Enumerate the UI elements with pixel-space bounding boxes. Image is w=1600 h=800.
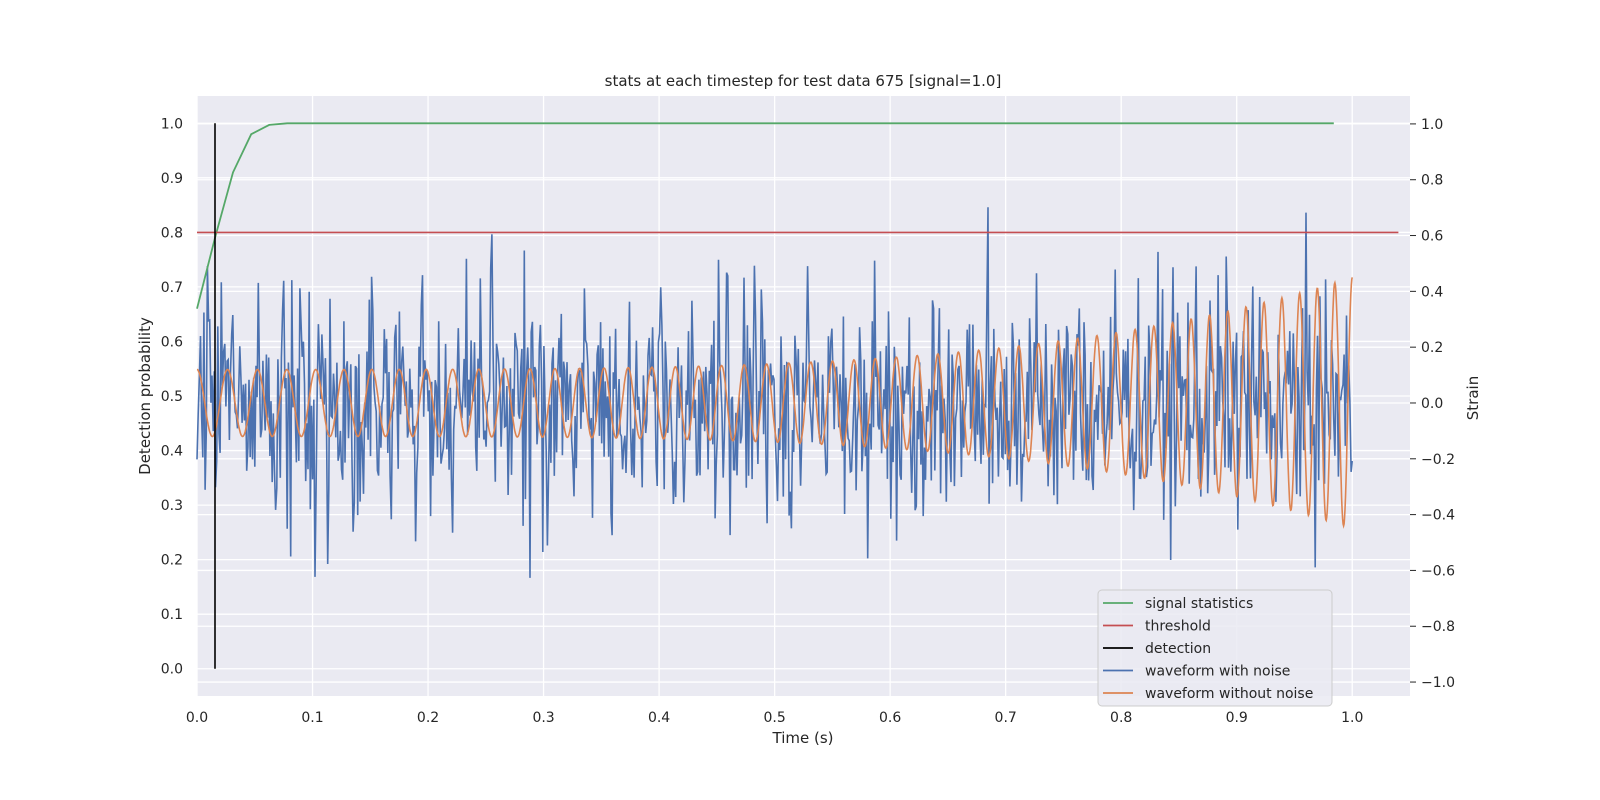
right-y-tick-label: −0.6 xyxy=(1421,563,1455,579)
left-y-tick-label: 0.1 xyxy=(161,607,183,623)
left-y-tick-label: 0.9 xyxy=(161,171,183,187)
left-y-tick-label: 0.7 xyxy=(161,280,183,296)
legend-label: detection xyxy=(1145,641,1211,657)
left-y-tick-label: 0.5 xyxy=(161,389,183,405)
legend-box xyxy=(1097,589,1333,707)
x-tick-label: 0.5 xyxy=(763,710,785,726)
right-y-axis: −1.0 −0.8 −0.6 −0.4 −0.2 0.0 0.2 0.4 0.6 0.8 1.0 xyxy=(1410,117,1455,691)
right-y-tick-label: 0.8 xyxy=(1421,173,1443,189)
series-waveform-without-noise xyxy=(196,277,1353,529)
right-y-tick-label: −0.4 xyxy=(1421,508,1455,524)
right-y-tick-label: −1.0 xyxy=(1421,675,1455,691)
right-y-tick-label: 1.0 xyxy=(1421,117,1443,133)
chart-title: stats at each timestep for test data 675… xyxy=(605,72,1002,90)
legend-label: waveform with noise xyxy=(1145,664,1290,680)
x-tick-label: 0.7 xyxy=(995,710,1017,726)
right-y-tick-label: 0.4 xyxy=(1421,284,1443,300)
left-y-tick-label: 0.3 xyxy=(161,498,183,514)
right-y-tick-label: 0.2 xyxy=(1421,340,1443,356)
left-y-axis-label: Detection probability xyxy=(136,317,154,475)
right-y-axis-label: Strain xyxy=(1464,376,1482,420)
x-tick-label: 0.4 xyxy=(648,710,670,726)
x-tick-label: 1.0 xyxy=(1341,710,1363,726)
right-y-tick-label: −0.8 xyxy=(1421,619,1455,635)
left-y-tick-label: 0.6 xyxy=(161,334,183,350)
x-tick-label: 0.8 xyxy=(1110,710,1132,726)
x-tick-label: 0.2 xyxy=(417,710,439,726)
left-y-tick-label: 0.0 xyxy=(161,662,183,678)
right-y-tick-label: 0.6 xyxy=(1421,229,1443,245)
x-axis: 0.0 0.1 0.2 0.3 0.4 0.5 0.6 0.7 0.8 0.9 1.0 xyxy=(186,710,1364,726)
x-tick-label: 0.3 xyxy=(532,710,554,726)
legend: signal statistics threshold detection wavef… xyxy=(1097,589,1333,707)
x-tick-label: 0.6 xyxy=(879,710,901,726)
x-tick-label: 0.0 xyxy=(186,710,208,726)
x-tick-label: 0.1 xyxy=(301,710,323,726)
legend-label: signal statistics xyxy=(1145,596,1253,612)
left-y-axis: 0.0 0.1 0.2 0.3 0.4 0.5 0.6 0.7 0.8 0.9 1.0 xyxy=(161,116,183,677)
legend-label: threshold xyxy=(1145,619,1211,635)
series-signal-statistics xyxy=(196,122,1334,309)
left-y-tick-label: 1.0 xyxy=(161,116,183,132)
right-y-tick-label: 0.0 xyxy=(1421,396,1443,412)
x-tick-label: 0.9 xyxy=(1226,710,1248,726)
x-axis-label: Time (s) xyxy=(772,729,834,747)
left-y-tick-label: 0.2 xyxy=(161,553,183,569)
left-y-tick-label: 0.8 xyxy=(161,225,183,241)
right-y-tick-label: −0.2 xyxy=(1421,452,1455,468)
series-layer xyxy=(196,122,1399,669)
left-y-tick-label: 0.4 xyxy=(161,444,183,460)
legend-label: waveform without noise xyxy=(1145,686,1313,702)
